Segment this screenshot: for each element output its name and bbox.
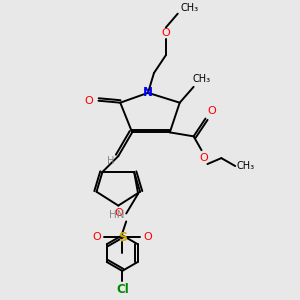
Text: S: S: [118, 231, 127, 244]
Text: O: O: [161, 28, 170, 38]
Text: N: N: [143, 86, 153, 99]
Text: Cl: Cl: [116, 283, 129, 296]
Text: O: O: [144, 232, 152, 242]
Text: CH₃: CH₃: [193, 74, 211, 84]
Text: O: O: [84, 96, 93, 106]
Text: O: O: [92, 232, 101, 242]
Text: CH₃: CH₃: [181, 3, 199, 13]
Text: O: O: [207, 106, 216, 116]
Text: H: H: [107, 156, 114, 166]
Text: CH₃: CH₃: [236, 161, 254, 171]
Text: O: O: [199, 153, 208, 163]
Text: O: O: [114, 208, 123, 218]
Text: HN: HN: [109, 209, 124, 220]
